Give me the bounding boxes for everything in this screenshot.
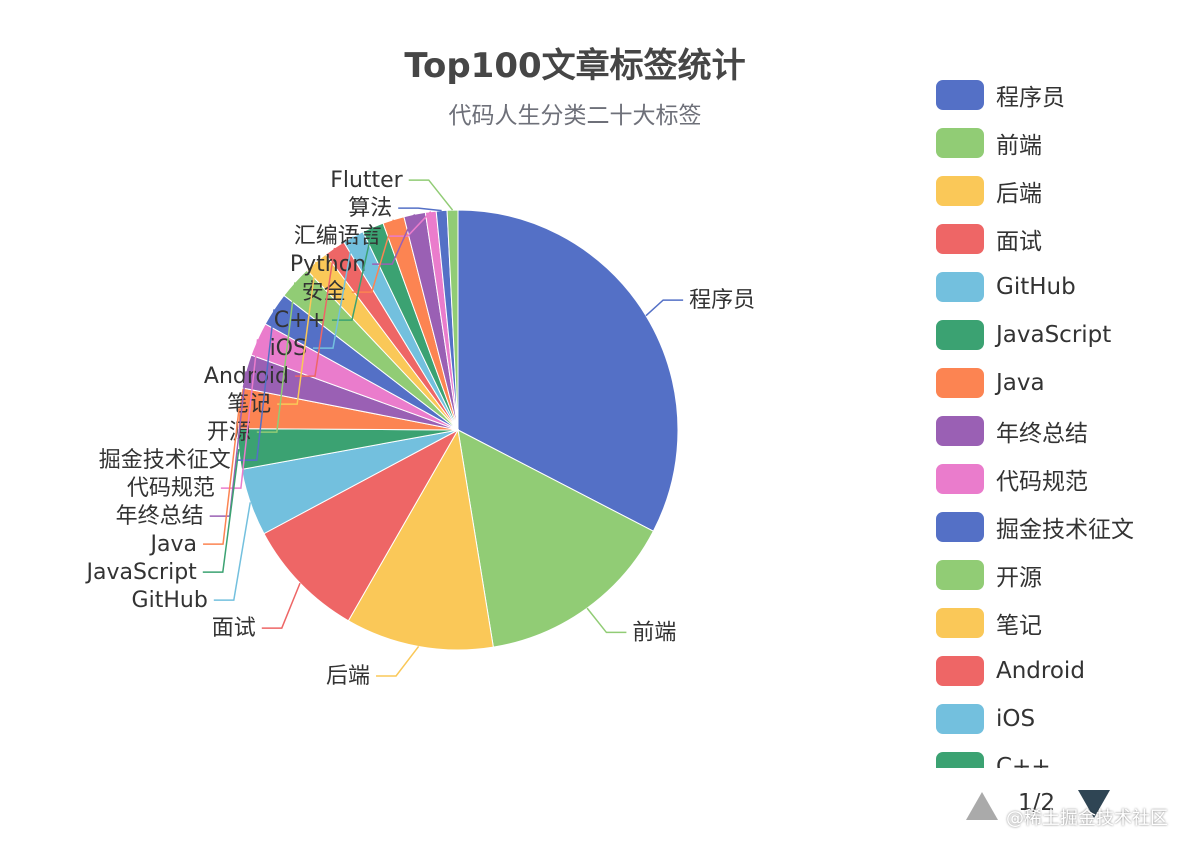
label-line <box>277 261 317 405</box>
slice-label: 算法 <box>348 196 392 221</box>
legend-item[interactable]: 面试 <box>936 222 1042 256</box>
slice-label: 代码规范 <box>127 476 215 501</box>
label-line <box>645 299 684 317</box>
legend-label: 程序员 <box>996 85 1065 111</box>
legend-label: 面试 <box>996 229 1042 255</box>
slice-label: 安全 <box>302 280 346 305</box>
chart-subtitle: 代码人生分类二十大标签 <box>448 103 702 129</box>
legend-swatch <box>936 176 984 206</box>
slice-label: Python <box>290 252 366 277</box>
legend-swatch <box>936 608 984 638</box>
pie-svg: 程序员前端Flutter算法汇编语言Python安全C++iOSAndroid笔… <box>85 168 756 689</box>
legend-prev-page-button[interactable] <box>966 792 998 820</box>
legend-label: 开源 <box>996 565 1042 591</box>
legend-item[interactable]: 程序员 <box>936 78 1065 112</box>
label-line <box>220 339 259 489</box>
label-line <box>387 211 432 237</box>
slice-label: C++ <box>274 308 326 333</box>
legend-item[interactable]: 掘金技术征文 <box>936 510 1134 544</box>
legend-item[interactable]: 笔记 <box>936 606 1042 640</box>
legend-swatch <box>936 704 984 734</box>
legend-swatch <box>936 752 984 768</box>
slice-label: Java <box>149 532 197 557</box>
slice-label: 开源 <box>207 420 251 445</box>
slice-label: Flutter <box>330 168 403 193</box>
legend-label: 笔记 <box>996 613 1042 639</box>
slice-label: GitHub <box>132 588 208 613</box>
legend-label: GitHub <box>996 274 1076 300</box>
slice-label: JavaScript <box>85 560 198 585</box>
legend-item[interactable]: 年终总结 <box>936 414 1088 448</box>
legend-label: 掘金技术征文 <box>996 517 1134 543</box>
legend-item[interactable]: Java <box>936 366 1045 400</box>
label-line <box>294 247 336 377</box>
legend-pager: 1/2 <box>966 788 1116 824</box>
legend-item[interactable]: 前端 <box>936 126 1042 160</box>
legend-swatch <box>936 272 984 302</box>
label-line <box>372 214 416 265</box>
legend-swatch <box>936 368 984 398</box>
pie-slice[interactable] <box>457 429 655 648</box>
legend-swatch <box>936 560 984 590</box>
legend-item[interactable]: GitHub <box>936 270 1076 304</box>
slice-label: 掘金技术征文 <box>99 448 231 473</box>
slice-label: Android <box>204 364 289 389</box>
legend-swatch <box>936 320 984 350</box>
legend-swatch <box>936 512 984 542</box>
label-line <box>398 207 442 212</box>
legend-item[interactable]: 后端 <box>936 174 1042 208</box>
slice-label: 后端 <box>326 664 370 689</box>
legend-label: Android <box>996 658 1085 684</box>
legend-next-page-button[interactable] <box>1078 790 1110 818</box>
label-line <box>261 582 301 629</box>
legend-swatch <box>936 656 984 686</box>
pie-slice[interactable] <box>347 428 494 651</box>
legend-swatch <box>936 80 984 110</box>
label-line <box>586 607 627 634</box>
legend-label: 年终总结 <box>996 421 1088 447</box>
legend-item[interactable]: iOS <box>936 702 1035 736</box>
legend-swatch <box>936 224 984 254</box>
legend-label: JavaScript <box>996 322 1112 348</box>
slice-label: 汇编语言 <box>294 224 382 249</box>
legend-label: 代码规范 <box>996 469 1088 495</box>
label-line <box>408 179 454 211</box>
watermark: @稀土掘金技术社区 <box>1006 808 1168 829</box>
chart-title: Top100文章标签统计 <box>404 46 746 86</box>
label-line <box>376 645 420 677</box>
pie-slice[interactable] <box>457 209 679 532</box>
label-line <box>203 408 240 545</box>
legend-item[interactable]: 代码规范 <box>936 462 1088 496</box>
legend-label: 前端 <box>996 133 1042 159</box>
slice-label: 前端 <box>632 620 676 645</box>
label-line <box>213 502 251 601</box>
legend-label: C++ <box>996 754 1051 768</box>
legend-item[interactable]: C++ <box>936 750 1051 768</box>
legend-label: 后端 <box>996 181 1042 207</box>
legend-label: iOS <box>996 706 1036 732</box>
legend-swatch <box>936 416 984 446</box>
legend-swatch <box>936 464 984 494</box>
legend-item[interactable]: Android <box>936 654 1085 688</box>
legend-label: Java <box>996 370 1045 396</box>
label-line <box>202 449 240 573</box>
legend-page-indicator: 1/2 <box>1018 790 1056 816</box>
slice-label: 程序员 <box>689 288 755 313</box>
label-line <box>256 282 296 433</box>
legend-swatch <box>936 128 984 158</box>
slice-label: 年终总结 <box>116 504 204 529</box>
legend-item[interactable]: JavaScript <box>936 318 1111 352</box>
slice-label: 面试 <box>212 616 256 641</box>
legend: 程序员前端后端面试 GitHub JavaScript Java 年终总结代码规范掘金技… <box>936 78 1190 768</box>
legend-item[interactable]: 开源 <box>936 558 1042 592</box>
